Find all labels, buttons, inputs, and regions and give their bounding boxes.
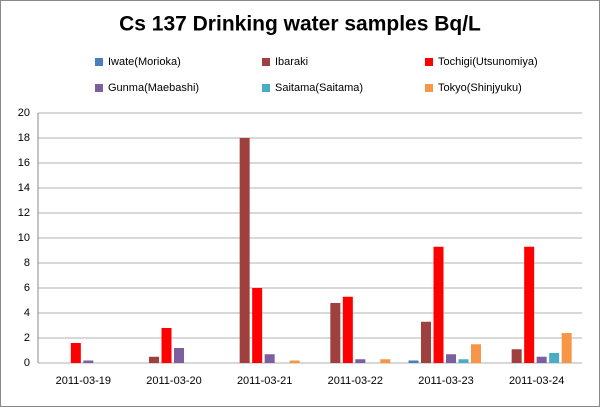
bar [421, 321, 431, 363]
y-tick-label: 16 [18, 157, 30, 169]
bar [161, 328, 172, 363]
x-tick-label: 2011-03-19 [56, 375, 111, 387]
x-tick-label: 2011-03-20 [146, 375, 201, 387]
y-tick-label: 10 [18, 232, 30, 244]
legend-swatch [95, 84, 103, 92]
bar [264, 354, 275, 363]
bar [433, 246, 444, 363]
bar [289, 360, 300, 363]
bar [149, 356, 159, 363]
bar [252, 288, 263, 363]
y-tick-label: 0 [24, 357, 30, 369]
legend-swatch [262, 84, 270, 92]
y-tick-label: 14 [18, 182, 30, 194]
legend-swatch [95, 58, 103, 66]
bar [561, 333, 572, 363]
bar [380, 359, 391, 363]
bar [70, 343, 81, 363]
bar [536, 356, 547, 363]
chart-title: Cs 137 Drinking water samples Bq/L [119, 13, 481, 36]
bar [330, 303, 341, 363]
legend-label: Gunma(Maebashi) [108, 82, 199, 94]
legend-swatch [425, 58, 433, 66]
bar [355, 359, 366, 363]
legend-swatch [425, 84, 433, 92]
legend-label: Tokyo(Shinjyuku) [438, 82, 522, 94]
x-tick-label: 2011-03-21 [237, 375, 292, 387]
bar [446, 354, 456, 363]
bar [342, 296, 353, 363]
legend-label: Tochigi(Utsunomiya) [438, 56, 538, 68]
bar [174, 348, 184, 363]
legend-label: Ibaraki [275, 56, 308, 68]
legend-label: Saitama(Saitama) [275, 82, 363, 94]
legend-swatch [262, 58, 270, 66]
y-tick-label: 4 [24, 307, 30, 319]
bar [524, 246, 535, 363]
y-tick-label: 20 [18, 107, 30, 119]
legend-label: Iwate(Morioka) [108, 56, 181, 68]
y-tick-label: 6 [24, 282, 30, 294]
y-tick-label: 18 [18, 132, 30, 144]
bar [511, 349, 522, 363]
y-tick-label: 8 [24, 257, 30, 269]
bar [239, 138, 250, 363]
x-tick-label: 2011-03-23 [418, 375, 473, 387]
bar [471, 344, 481, 363]
y-tick-label: 12 [18, 207, 30, 219]
bar [549, 353, 560, 363]
x-tick-label: 2011-03-22 [328, 375, 383, 387]
y-tick-label: 2 [24, 332, 30, 344]
bar [83, 360, 94, 363]
bar [408, 360, 419, 363]
x-tick-label: 2011-03-24 [509, 375, 564, 387]
bar [458, 359, 469, 363]
